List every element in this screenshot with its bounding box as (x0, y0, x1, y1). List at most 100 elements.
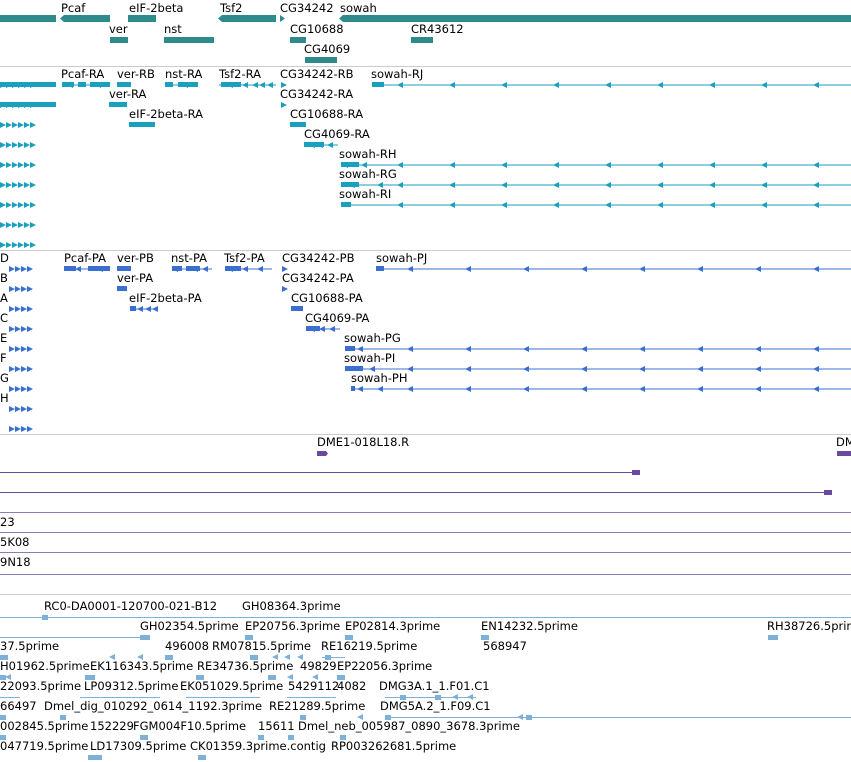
transcript-sowah-rg[interactable] (341, 182, 851, 187)
est-feature[interactable] (337, 675, 345, 680)
gene-feature-cr43612[interactable] (411, 37, 433, 43)
est-label: EK116343.5prime (90, 659, 193, 673)
est-feature[interactable] (435, 695, 441, 700)
gene-feature-pcaf[interactable] (60, 15, 110, 22)
est-feature[interactable] (165, 655, 173, 660)
strand-chevron (449, 202, 455, 208)
est-label: 37.5prime (0, 639, 59, 653)
transcript-ver-ra[interactable] (109, 102, 127, 107)
est-label: RH38726.5prime (767, 619, 851, 633)
gene-feature-tsf2[interactable] (218, 15, 276, 22)
transcript-sowah-rh[interactable] (341, 162, 851, 167)
transcript-sowah-rj[interactable] (372, 82, 851, 87)
transcript-eif2beta-ra[interactable] (129, 122, 155, 127)
strand-chevron (761, 202, 767, 208)
strand-chevron (6, 222, 12, 228)
protein-sowah-ph[interactable] (351, 386, 851, 391)
transcript-label: sowah-RJ (371, 67, 423, 81)
est-feature[interactable] (0, 655, 8, 660)
clone-end-2[interactable] (824, 490, 832, 495)
est-feature[interactable] (340, 735, 346, 740)
protein-cg34242-pb[interactable] (282, 266, 288, 272)
protein-pcaf-pa[interactable] (64, 266, 110, 271)
gene-label-cg4069: CG4069 (304, 42, 350, 56)
est-feature[interactable] (198, 755, 206, 760)
clone-dm[interactable] (837, 451, 851, 456)
est-feature[interactable] (245, 635, 253, 640)
protein-label: ver-PB (117, 251, 154, 265)
strand-chevron (172, 266, 178, 272)
strand-chevron (18, 182, 24, 188)
protein-sowah-pj[interactable] (376, 266, 851, 271)
strand-chevron (449, 162, 455, 168)
gene-labels: Pcaf eIF-2beta Tsf2 CG34242 sowah ver ns… (61, 1, 464, 56)
strand-chevron (18, 162, 24, 168)
clone-end-1[interactable] (632, 470, 640, 475)
protein-ver-pa[interactable] (117, 286, 127, 291)
transcript-sowah-ri[interactable] (341, 202, 851, 207)
gene-feature-cg4069[interactable] (305, 57, 337, 63)
strand-chevron (21, 426, 27, 432)
est-feature[interactable] (288, 735, 294, 740)
transcript-nst-ra[interactable] (165, 82, 198, 87)
est-feature[interactable] (88, 755, 102, 760)
protein-sowah-pg[interactable] (345, 346, 851, 351)
transcript-cg10688-ra[interactable] (290, 122, 306, 127)
strand-chevron (309, 326, 315, 332)
est-feature[interactable] (385, 715, 391, 720)
strand-chevron (755, 346, 761, 352)
protein-cg34242-pa[interactable] (282, 286, 288, 292)
protein-cg10688-pa[interactable] (291, 306, 303, 311)
est-label: EP20756.3prime (245, 619, 340, 633)
est-feature[interactable] (300, 715, 306, 720)
gene-feature-eif2beta[interactable] (128, 15, 156, 22)
gene-feature-cg10688[interactable] (290, 37, 306, 43)
strand-chevron (377, 182, 383, 188)
transcript-cg34242-ra[interactable] (281, 102, 287, 108)
transcript-cg34242-rb[interactable] (281, 82, 287, 88)
est-feature[interactable] (85, 675, 95, 680)
transcript-label: ver-RA (109, 87, 147, 101)
est-feature[interactable] (0, 735, 6, 740)
est-feature[interactable] (345, 635, 353, 640)
transcript-label: CG4069-RA (304, 127, 370, 141)
est-feature[interactable] (60, 715, 66, 720)
est-feature[interactable] (0, 675, 6, 680)
gene-feature-nst[interactable] (164, 37, 214, 43)
strand-chevron (467, 694, 473, 700)
est-feature[interactable] (268, 675, 276, 680)
strand-chevron (284, 654, 290, 660)
clone-dme1-018l18[interactable] (317, 451, 328, 456)
est-feature[interactable] (42, 615, 48, 620)
strand-chevron (227, 266, 233, 272)
gene-feature-cg34242[interactable] (280, 15, 285, 22)
est-feature[interactable] (250, 655, 258, 660)
strand-chevron (30, 82, 36, 88)
transcript-ver-rb[interactable] (117, 82, 131, 87)
est-feature[interactable] (400, 695, 406, 700)
est-feature[interactable] (0, 715, 6, 720)
strand-chevron (452, 694, 458, 700)
est-label: CK01359.3prime.contig (190, 739, 326, 753)
gene-feature-left[interactable] (0, 15, 56, 22)
strand-chevron (15, 366, 21, 372)
protein-ver-pb[interactable] (117, 266, 131, 271)
est-feature[interactable] (526, 715, 532, 720)
gene-label-ver: ver (109, 22, 128, 36)
est-feature[interactable] (481, 635, 489, 640)
strand-chevron (21, 366, 27, 372)
est-feature[interactable] (768, 635, 778, 640)
gene-feature-sowah[interactable] (339, 15, 851, 22)
protein-label: CG4069-PA (305, 311, 370, 325)
est-feature[interactable] (140, 735, 148, 740)
strand-chevron (449, 82, 455, 88)
est-feature[interactable] (258, 735, 264, 740)
protein-sowah-pi[interactable] (345, 366, 851, 371)
protein-edge-label: G (0, 371, 9, 385)
gene-feature-ver[interactable] (110, 37, 128, 43)
est-feature[interactable] (140, 635, 150, 640)
est-feature[interactable] (196, 675, 204, 680)
strand-chevron (30, 202, 36, 208)
